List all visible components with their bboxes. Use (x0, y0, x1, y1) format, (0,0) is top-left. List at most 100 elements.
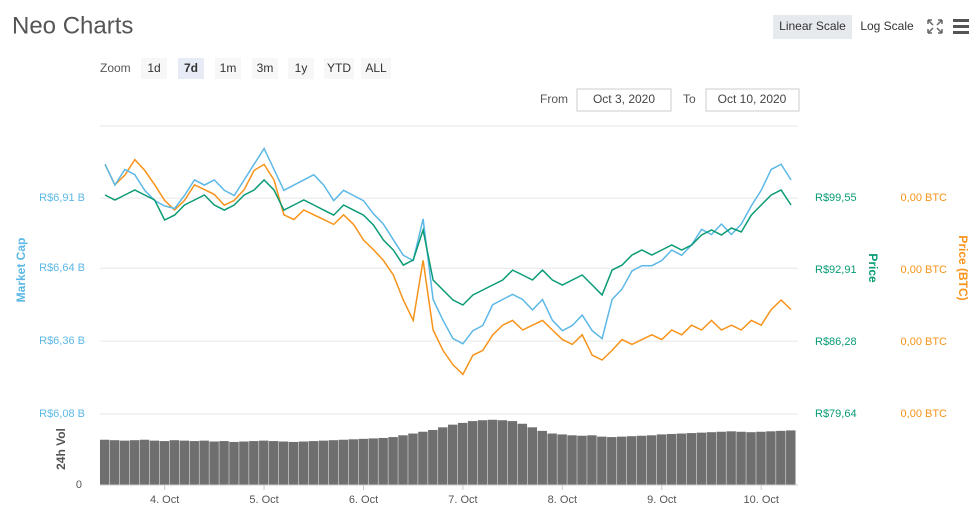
scale-button[interactable]: Linear Scale (779, 19, 846, 33)
volume-bar (706, 432, 716, 485)
volume-bar (239, 441, 249, 485)
series-line (104, 147, 792, 345)
icon-bar (953, 25, 969, 28)
x-tick-label: 5. Oct (249, 494, 278, 506)
volume-bar (189, 441, 199, 485)
volume-bar (109, 440, 120, 485)
zoom-button-bg[interactable] (252, 58, 278, 79)
zoom-button-bg[interactable] (178, 58, 204, 79)
volume-title: 24h Vol (54, 428, 68, 470)
x-tick-label: 6. Oct (349, 494, 378, 506)
y2-tick-label: R$92,91 (815, 264, 857, 276)
icon-bar (953, 19, 969, 22)
volume-bar (766, 431, 776, 485)
volume-bar (617, 436, 627, 485)
volume-bar (99, 439, 110, 485)
volume-bar (119, 440, 130, 485)
volume-bar (368, 438, 378, 485)
zoom-button[interactable]: ALL (365, 61, 387, 75)
volume-bar (457, 422, 468, 485)
series-line (104, 158, 792, 376)
volume-bar (467, 421, 478, 485)
x-tick-label: 8. Oct (548, 494, 577, 506)
volume-bar (308, 441, 319, 485)
scale-button[interactable]: Log Scale (860, 19, 914, 33)
volume-bar (418, 431, 428, 485)
page-title: Neo Charts (12, 12, 133, 39)
volume-bar (278, 441, 289, 485)
volume-bar (408, 433, 418, 485)
zoom-button-bg[interactable] (288, 58, 314, 79)
zoom-button[interactable]: 3m (257, 61, 274, 75)
x-tick-label: 10. Oct (743, 494, 778, 506)
volume-bar (547, 433, 557, 485)
volume-bar (477, 420, 488, 485)
volume-bar (447, 424, 458, 485)
volume-bar (497, 420, 508, 485)
volume-bar (398, 435, 408, 485)
volume-bar (756, 431, 766, 485)
axis-title: Market Cap (14, 238, 28, 303)
zoom-button-bg[interactable] (215, 58, 241, 79)
volume-bar (557, 434, 567, 485)
volume-bar (298, 441, 309, 485)
volume-bar (159, 441, 170, 485)
volume-bar (428, 429, 438, 485)
zoom-label: Zoom (100, 61, 131, 75)
volume-bar (179, 440, 190, 485)
menu-icon[interactable] (953, 19, 969, 34)
y3-tick-label: 0,00 BTC (901, 192, 948, 204)
volume-bar (487, 419, 498, 485)
volume-bar (656, 434, 667, 485)
y3-tick-label: 0,00 BTC (901, 408, 948, 420)
zoom-button[interactable]: 1m (220, 61, 237, 75)
y2-tick-label: R$86,28 (815, 336, 857, 348)
volume-bar (259, 440, 269, 485)
volume-bar (696, 432, 707, 485)
x-tick-label: 7. Oct (448, 494, 477, 506)
volume-bar (537, 430, 547, 485)
volume-bar (129, 440, 140, 485)
y3-tick-label: 0,00 BTC (901, 336, 948, 348)
volume-bar (646, 435, 657, 485)
axis-title: Price (BTC) (956, 235, 970, 300)
zoom-button-bg[interactable] (324, 58, 354, 79)
volume-bar (676, 433, 687, 485)
volume-bar (626, 436, 637, 485)
volume-bar (328, 440, 339, 485)
volume-bar (219, 441, 229, 485)
volume-bar (348, 439, 359, 485)
icon-bar (953, 31, 969, 34)
volume-bar (746, 432, 756, 485)
volume-bar (288, 441, 299, 485)
axis-title: Price (866, 253, 880, 283)
from-label: From (540, 92, 568, 106)
volume-bar (776, 430, 786, 485)
volume-bar (597, 436, 607, 485)
to-input[interactable] (705, 88, 800, 112)
volume-bar (139, 439, 150, 485)
from-input[interactable] (576, 88, 672, 112)
zoom-button[interactable]: YTD (327, 61, 351, 75)
zoom-button-bg[interactable] (361, 58, 391, 79)
zoom-button[interactable]: 1y (295, 61, 308, 75)
volume-bar (527, 427, 538, 485)
volume-bar (269, 441, 279, 485)
x-tick-label: 4. Oct (150, 494, 179, 506)
y-tick-label: R$6,36 B (39, 335, 85, 347)
to-date: Oct 10, 2020 (718, 92, 787, 106)
zoom-button[interactable]: 7d (184, 61, 198, 75)
zoom-button[interactable]: 1d (147, 61, 160, 75)
zoom-button-bg[interactable] (141, 58, 167, 79)
volume-bar (249, 441, 259, 485)
volume-bar (786, 430, 796, 485)
volume-bar (716, 431, 726, 485)
scale-button-bg[interactable] (773, 15, 852, 39)
volume-bar (736, 431, 746, 485)
fullscreen-icon[interactable] (927, 19, 943, 34)
y-tick-label: R$6,91 B (39, 192, 85, 204)
volume-bar (438, 427, 448, 485)
volume-bar (567, 435, 577, 485)
